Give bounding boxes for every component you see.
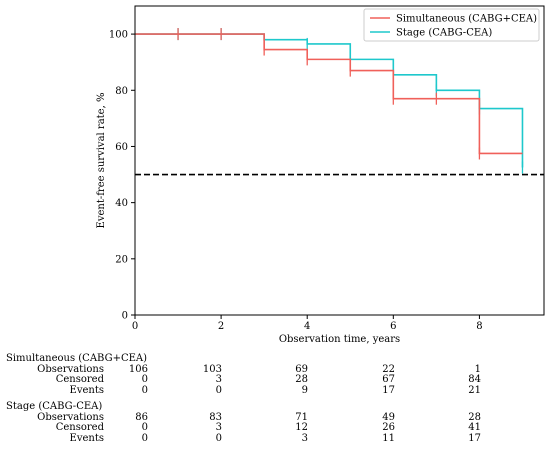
x-axis-title: Observation time, years (279, 334, 400, 345)
y-tick-label: 0 (122, 311, 128, 322)
risk-cell: 84 (468, 374, 481, 385)
risk-cell: 86 (135, 411, 148, 423)
legend-box (363, 8, 540, 42)
risk-cell: 28 (468, 411, 481, 423)
risk-row-censored: Censored 0 3 28 67 84 (0, 374, 550, 386)
x-tick-label: 2 (218, 321, 224, 332)
risk-cell: 0 (141, 384, 148, 396)
risk-cell: 17 (468, 432, 481, 444)
series-line-simultaneous (135, 33, 523, 155)
x-tick-label: 4 (304, 321, 310, 332)
risk-cell: 3 (301, 432, 308, 444)
risk-cell: 12 (295, 422, 308, 433)
risk-cell: 0 (215, 384, 222, 396)
risk-group-name: Simultaneous (CABG+CEA) (6, 353, 148, 364)
risk-cell: 1 (474, 363, 481, 375)
y-tick-label: 20 (115, 254, 128, 265)
risk-cell: 0 (141, 422, 148, 433)
risk-cell: 103 (202, 363, 222, 375)
y-tick-label: 40 (115, 198, 128, 209)
risk-cell: 0 (141, 432, 148, 444)
risk-cell: 69 (295, 363, 308, 375)
legend-label-stage: Stage (CABG-CEA) (396, 28, 492, 39)
risk-cell: 21 (468, 384, 481, 396)
risk-row-label: Censored (55, 422, 104, 433)
risk-cell: 41 (468, 422, 481, 433)
risk-cell: 3 (215, 374, 222, 385)
risk-cell: 22 (382, 363, 395, 375)
risk-row-label: Observations (37, 411, 104, 423)
risk-row-events: Events 0 0 9 17 21 (0, 384, 550, 397)
risk-cell: 3 (215, 422, 222, 433)
y-tick-label: 100 (109, 30, 128, 41)
plot-frame (134, 5, 545, 316)
risk-cell: 0 (141, 374, 148, 385)
x-tick-label: 8 (476, 321, 482, 332)
risk-row-label: Censored (55, 374, 104, 385)
risk-cell: 17 (382, 384, 395, 396)
risk-table: Simultaneous (CABG+CEA) Observations 106 10… (0, 350, 550, 449)
y-axis-title: Event-free survival rate, % (96, 93, 107, 229)
risk-cell: 83 (209, 411, 222, 423)
risk-cell: 28 (295, 374, 308, 385)
series-line-stage (135, 33, 524, 168)
legend: Simultaneous (CABG+CEA) Stage (CABG-CEA) (363, 8, 540, 42)
plot-area (135, 28, 544, 176)
risk-cell: 26 (382, 422, 395, 433)
risk-row-observations: Observations 106 103 69 22 1 (0, 363, 550, 376)
risk-cell: 0 (215, 432, 222, 444)
risk-cell: 11 (382, 432, 395, 444)
x-tick-label: 0 (132, 321, 138, 332)
risk-row-label: Observations (37, 363, 104, 375)
risk-cell: 71 (295, 411, 308, 423)
risk-row-events: Events 0 0 3 11 17 (0, 432, 550, 445)
risk-row-observations: Observations 86 83 71 49 28 (0, 411, 550, 424)
risk-cell: 106 (128, 363, 148, 375)
y-tick-label: 60 (115, 142, 128, 153)
risk-row-label: Events (69, 384, 104, 396)
risk-cell: 67 (382, 374, 395, 385)
legend-label-simultaneous: Simultaneous (CABG+CEA) (396, 14, 537, 25)
risk-cell: 9 (301, 384, 308, 396)
risk-group-title-stage: Stage (CABG-CEA) (0, 401, 550, 413)
risk-cell: 49 (382, 411, 395, 423)
risk-group-name: Stage (CABG-CEA) (6, 401, 103, 412)
x-tick-label: 6 (390, 321, 396, 332)
risk-row-censored: Censored 0 3 12 26 41 (0, 422, 550, 434)
y-tick-label: 80 (115, 86, 128, 97)
risk-row-label: Events (69, 432, 104, 444)
risk-group-title-simultaneous: Simultaneous (CABG+CEA) (0, 353, 550, 365)
